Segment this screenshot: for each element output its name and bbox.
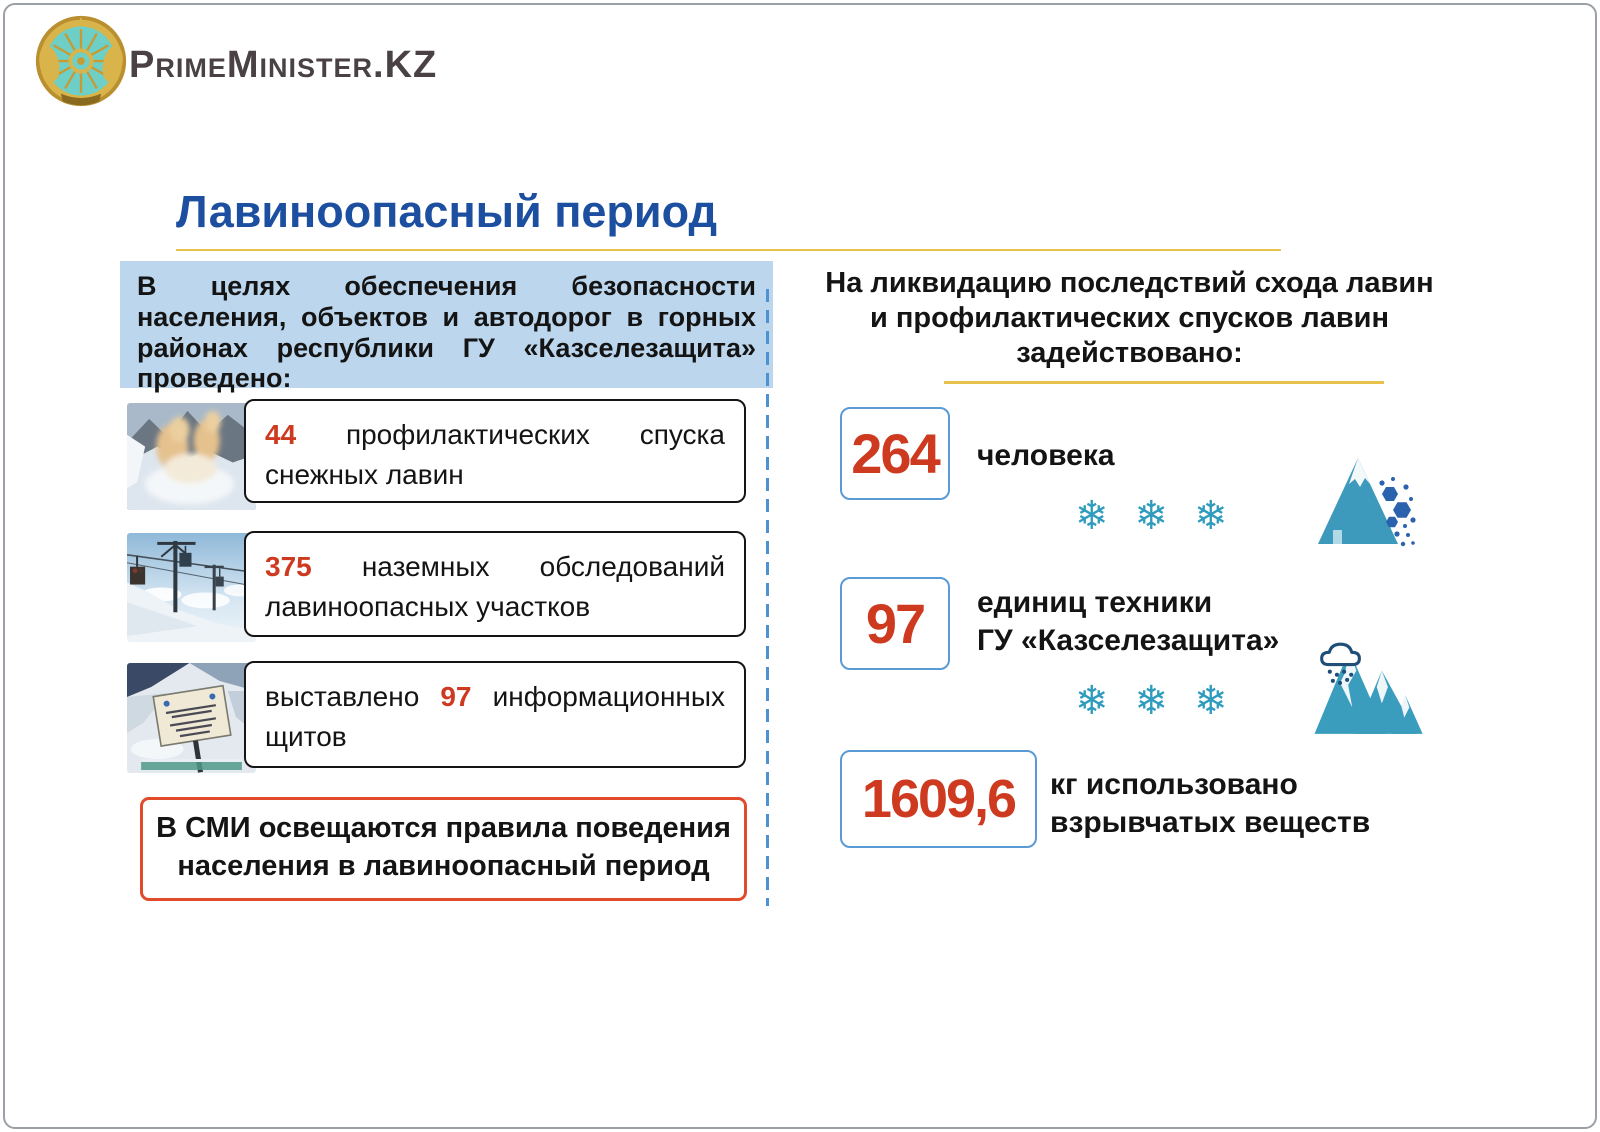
item-box-3: выставлено 97 информационных щитов <box>244 661 746 768</box>
item-1-text: профилактических спуска снежных лавин <box>265 419 725 490</box>
warning-sign-photo <box>127 663 256 773</box>
stat-explosives-box: 1609,6 <box>840 750 1037 848</box>
stat-people-box: 264 <box>840 407 950 500</box>
stat-vehicles-label: единиц техники ГУ «Казселезащита» <box>977 584 1279 661</box>
stat-explosives-label-line: кг использовано <box>1050 768 1298 801</box>
item-box-1: 44 профилактических спуска снежных лавин <box>244 399 746 503</box>
stat-explosives-value: 1609,6 <box>861 769 1017 829</box>
item-2-text: наземных обследований лавиноопасных учас… <box>265 551 725 622</box>
snowflake-icon: ❄ <box>1134 679 1169 723</box>
stat-vehicles-value: 97 <box>865 592 926 655</box>
brand-logo-text: PrimeMinister.KZ <box>129 44 438 86</box>
right-heading: На ликвидацию последствий схода лавин и … <box>802 266 1457 370</box>
item-1-number: 44 <box>265 419 297 450</box>
snowflake-icon: ❄ <box>1075 679 1109 723</box>
ski-lift-photo <box>127 533 256 642</box>
stat-item-row-3: выставлено 97 информационных щитов <box>127 661 747 773</box>
stat-item-row-1: 44 профилактических спуска снежных лавин <box>127 399 747 511</box>
avalanche-blast-photo <box>127 403 256 510</box>
page-title: Лавиноопасный период <box>176 186 718 237</box>
stat-vehicles-box: 97 <box>840 577 950 670</box>
right-heading-line-3: задействовано: <box>1016 336 1243 369</box>
stat-explosives-label-line: взрывчатых веществ <box>1050 806 1371 840</box>
snowflake-icon: ❄ <box>1194 494 1228 538</box>
item-3-prefix: выставлено <box>265 681 441 712</box>
snowflake-icon: ❄ <box>1194 679 1228 723</box>
snowflakes-row-1: ❄ ❄ ❄ <box>1075 496 1228 536</box>
intro-panel: В целях обеспечения безопасности населен… <box>120 261 773 393</box>
item-3-text: информационных щитов <box>265 681 725 752</box>
media-note-box: В СМИ освещаются правила поведения насел… <box>140 797 747 901</box>
stat-explosives-label: кг использовано взрывчатых веществ <box>1050 766 1370 843</box>
right-heading-line-2: и профилактических спусков лавин <box>870 301 1389 334</box>
stat-people-label-line: человека <box>977 439 1115 472</box>
item-3-number: 97 <box>440 681 472 712</box>
item-2-number: 375 <box>265 551 312 582</box>
stat-people-value: 264 <box>851 422 940 485</box>
title-underline <box>176 249 1281 251</box>
snowflake-icon: ❄ <box>1134 494 1169 538</box>
item-box-2: 375 наземных обследований лавиноопасных … <box>244 531 746 637</box>
snowflake-icon: ❄ <box>1075 494 1109 538</box>
stat-vehicles-label-line: единиц техники <box>977 586 1213 619</box>
heading-underline <box>944 381 1384 384</box>
stat-people-label: человека <box>977 437 1115 475</box>
avalanche-mountain-icon <box>1318 458 1416 547</box>
stat-item-row-2: 375 наземных обследований лавиноопасных … <box>127 531 747 643</box>
column-divider <box>766 289 769 906</box>
stat-vehicles-label-line: ГУ «Казселезащита» <box>977 624 1280 658</box>
kazakhstan-emblem-icon <box>35 15 127 107</box>
right-heading-line-1: На ликвидацию последствий схода лавин <box>825 267 1434 299</box>
snowflakes-row-2: ❄ ❄ ❄ <box>1075 681 1228 721</box>
snowy-mountains-icon <box>1314 642 1423 734</box>
